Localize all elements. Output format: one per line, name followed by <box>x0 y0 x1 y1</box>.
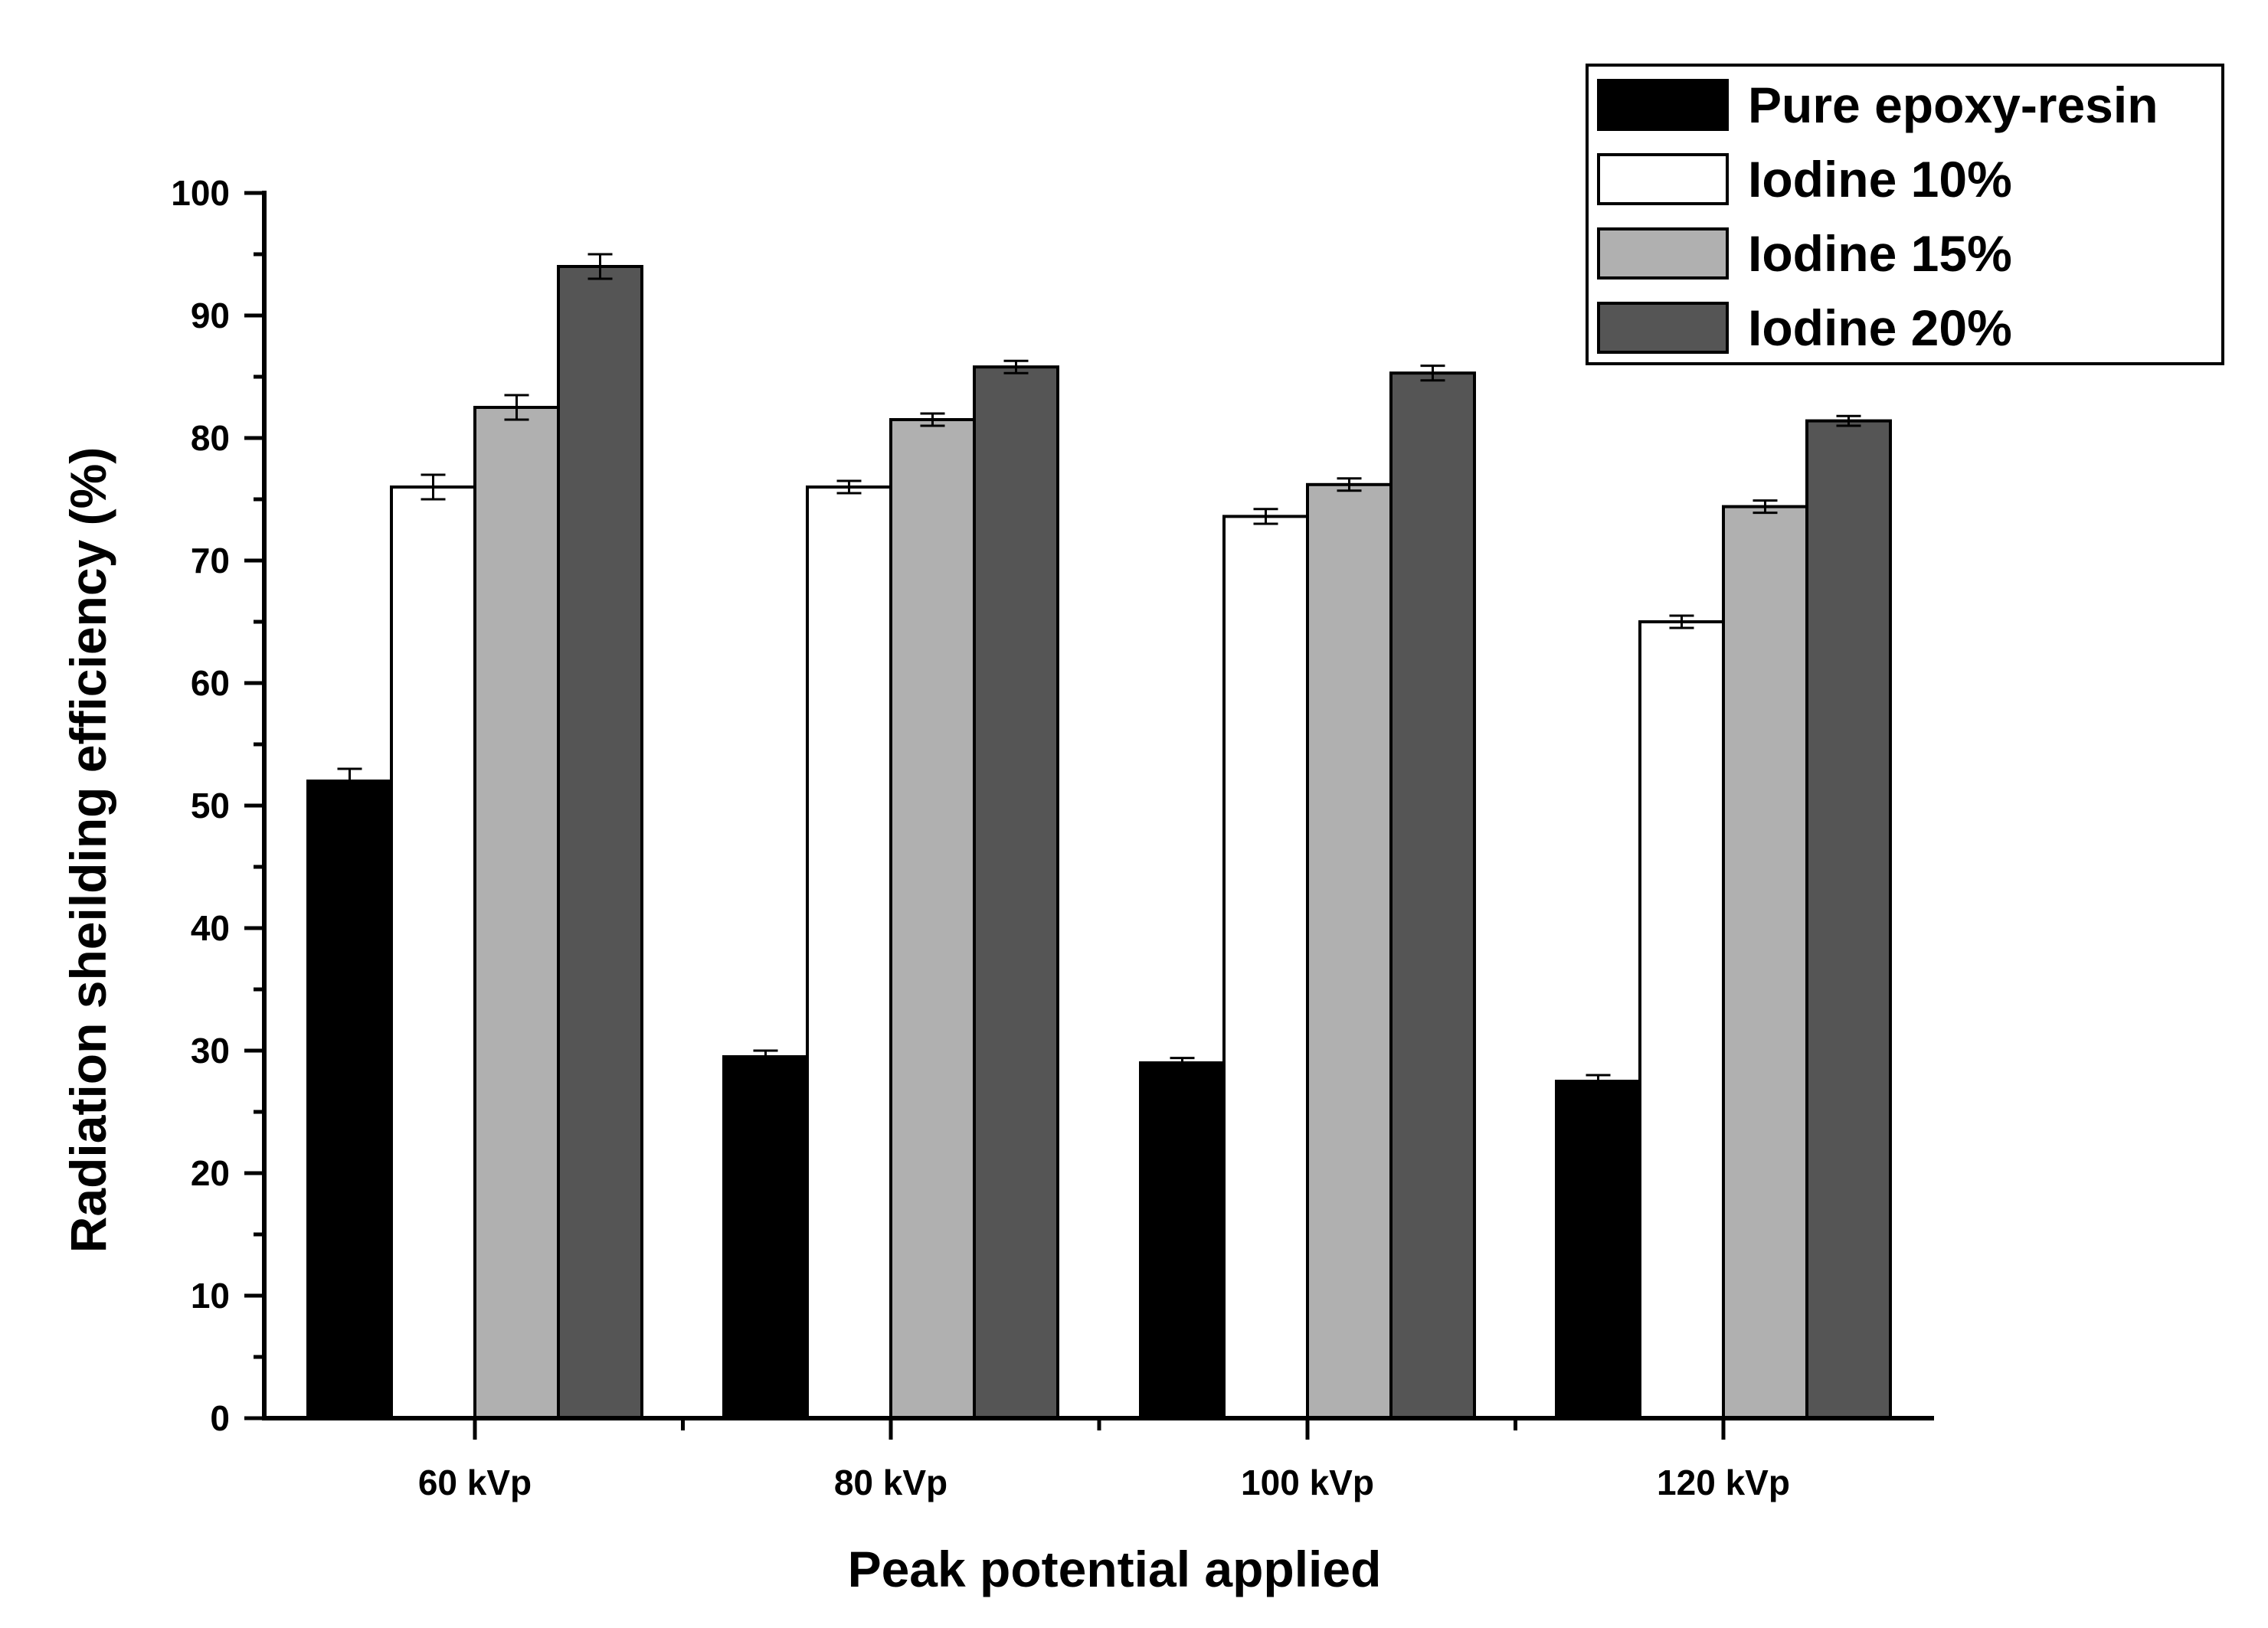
bar <box>722 1055 809 1420</box>
bar <box>1805 419 1892 1420</box>
x-tick-label: 100 kVp <box>1241 1463 1374 1502</box>
y-tick-label: 50 <box>191 786 230 825</box>
bar <box>1555 1080 1641 1420</box>
bar <box>889 418 976 1420</box>
legend-swatch <box>1597 79 1729 131</box>
bar <box>306 780 393 1420</box>
bar <box>1222 515 1309 1420</box>
bar <box>1306 482 1393 1420</box>
y-tick-label: 30 <box>191 1031 230 1071</box>
y-tick-label: 20 <box>191 1153 230 1193</box>
x-tick-label: 80 kVp <box>834 1463 947 1502</box>
legend: Pure epoxy-resin Iodine 10% Iodine 15% Iodi… <box>1586 64 2224 365</box>
bar <box>390 485 476 1420</box>
bar <box>973 365 1059 1420</box>
tick-labels-layer: 0 10 20 30 40 50 60 70 80 90 100 60 kVp 80 kVp 100 kV… <box>171 173 1790 1502</box>
y-tick-label: 80 <box>191 418 230 458</box>
bar <box>1722 505 1808 1420</box>
x-axis-title: Peak potential applied <box>848 1541 1382 1597</box>
error-bars-layer <box>337 253 1861 1089</box>
legend-label: Iodine 15% <box>1748 225 2012 282</box>
bars-layer <box>306 265 1892 1420</box>
y-tick-label: 70 <box>191 541 230 580</box>
y-tick-label: 10 <box>191 1276 230 1316</box>
legend-label: Pure epoxy-resin <box>1748 77 2158 133</box>
bar <box>806 485 892 1420</box>
bar <box>557 265 643 1420</box>
legend-swatch <box>1597 302 1729 354</box>
bar <box>1389 371 1476 1420</box>
x-tick-label: 120 kVp <box>1657 1463 1790 1502</box>
legend-swatch <box>1597 153 1729 205</box>
y-tick-label: 100 <box>171 173 230 213</box>
y-axis-title: Radiation sheilding efficiency (%) <box>60 447 116 1254</box>
axes-layer <box>244 191 1934 1440</box>
bar <box>1139 1061 1226 1420</box>
y-tick-label: 90 <box>191 296 230 335</box>
x-tick-label: 60 kVp <box>418 1463 532 1502</box>
legend-swatch <box>1597 227 1729 280</box>
legend-label: Iodine 10% <box>1748 151 2012 208</box>
legend-label: Iodine 20% <box>1748 299 2012 356</box>
y-tick-label: 40 <box>191 908 230 948</box>
bar <box>1638 620 1725 1420</box>
y-tick-label: 60 <box>191 663 230 703</box>
bar <box>473 406 560 1420</box>
y-tick-label: 0 <box>210 1398 230 1438</box>
